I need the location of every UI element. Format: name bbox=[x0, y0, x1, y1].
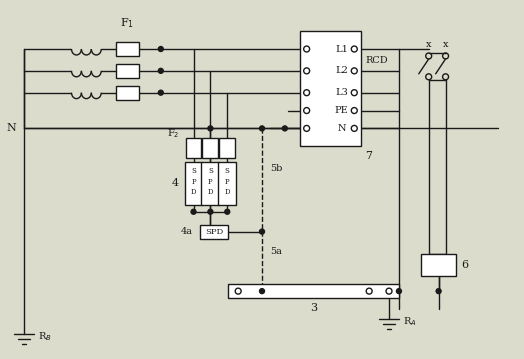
Circle shape bbox=[191, 209, 196, 214]
Text: S: S bbox=[191, 167, 196, 175]
Circle shape bbox=[436, 289, 441, 294]
Text: L3: L3 bbox=[335, 88, 348, 97]
Text: P: P bbox=[208, 178, 213, 186]
Bar bbox=[300, 31, 361, 146]
Bar bbox=[201, 225, 228, 238]
Text: PE: PE bbox=[334, 106, 348, 115]
Text: S: S bbox=[208, 167, 213, 175]
Circle shape bbox=[259, 289, 265, 294]
Text: F$_2$: F$_2$ bbox=[167, 127, 180, 140]
Bar bbox=[184, 162, 202, 205]
Text: 5b: 5b bbox=[270, 164, 282, 173]
Bar bbox=[202, 138, 219, 158]
Circle shape bbox=[397, 289, 401, 294]
Text: D: D bbox=[224, 188, 230, 196]
Text: 4: 4 bbox=[172, 178, 179, 188]
Bar bbox=[219, 162, 236, 205]
Bar bbox=[116, 86, 139, 100]
Text: R$_A$: R$_A$ bbox=[403, 316, 417, 328]
Text: D: D bbox=[208, 188, 213, 196]
Bar bbox=[220, 138, 235, 158]
Text: 6: 6 bbox=[462, 260, 468, 270]
Text: N: N bbox=[337, 124, 346, 133]
Text: x: x bbox=[443, 39, 449, 48]
Text: P: P bbox=[191, 178, 196, 186]
Bar bbox=[185, 138, 201, 158]
Text: F$_1$: F$_1$ bbox=[120, 16, 134, 30]
Text: 4a: 4a bbox=[181, 227, 192, 236]
Circle shape bbox=[158, 68, 163, 73]
Circle shape bbox=[225, 209, 230, 214]
Circle shape bbox=[259, 229, 265, 234]
Circle shape bbox=[158, 47, 163, 51]
Circle shape bbox=[282, 126, 287, 131]
Text: 5a: 5a bbox=[270, 247, 282, 256]
Circle shape bbox=[259, 126, 265, 131]
Bar bbox=[116, 42, 139, 56]
Text: L2: L2 bbox=[335, 66, 348, 75]
Text: 3: 3 bbox=[310, 303, 317, 313]
Text: P: P bbox=[225, 178, 230, 186]
Text: R$_B$: R$_B$ bbox=[38, 330, 51, 343]
Bar bbox=[421, 255, 456, 276]
Text: D: D bbox=[191, 188, 196, 196]
Text: N: N bbox=[6, 123, 16, 134]
Circle shape bbox=[208, 126, 213, 131]
Bar bbox=[201, 162, 220, 205]
Text: 7: 7 bbox=[365, 151, 372, 161]
Bar bbox=[116, 64, 139, 78]
Text: S: S bbox=[225, 167, 230, 175]
Text: L1: L1 bbox=[335, 45, 348, 53]
Circle shape bbox=[208, 209, 213, 214]
Text: RCD: RCD bbox=[365, 56, 388, 65]
Text: x: x bbox=[426, 39, 431, 48]
Circle shape bbox=[158, 90, 163, 95]
Text: SPD: SPD bbox=[205, 228, 224, 236]
Bar bbox=[228, 284, 399, 298]
